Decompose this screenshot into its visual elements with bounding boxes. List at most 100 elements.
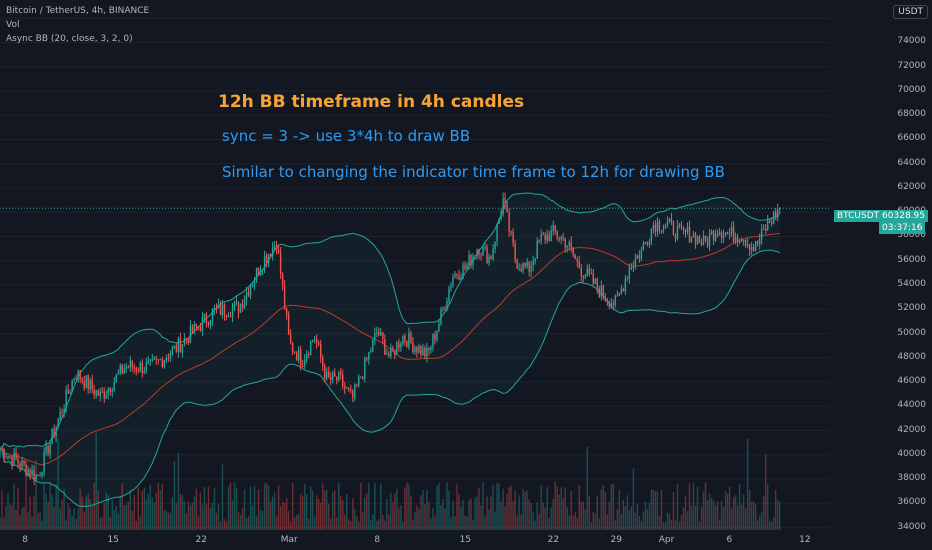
volume-bar xyxy=(460,506,462,530)
candle-body xyxy=(650,228,653,242)
volume-bar xyxy=(281,501,284,530)
candle-body xyxy=(183,338,186,345)
candle-body xyxy=(472,256,474,265)
volume-bar xyxy=(239,515,242,530)
volume-bar xyxy=(145,499,148,530)
candle-body xyxy=(600,285,603,297)
volume-bar xyxy=(43,484,45,530)
volume-bar xyxy=(107,495,109,530)
candle-body xyxy=(203,313,206,318)
volume-legend[interactable]: Vol xyxy=(6,20,20,30)
candle-body xyxy=(201,317,204,331)
volume-bar xyxy=(263,483,266,530)
volume-bar xyxy=(159,490,162,530)
volume-bar xyxy=(307,518,310,530)
candle-body xyxy=(752,247,755,251)
candle-body xyxy=(560,237,562,240)
candle-body xyxy=(311,340,314,342)
candle-body xyxy=(133,367,135,369)
volume-bar xyxy=(47,501,49,530)
candle-body xyxy=(546,234,548,241)
volume-bar xyxy=(642,511,645,530)
candle-body xyxy=(245,292,248,300)
indicator-legend[interactable]: Async BB (20, close, 3, 2, 0) xyxy=(6,34,133,44)
candle-body xyxy=(380,332,382,336)
candle-body xyxy=(436,330,438,340)
volume-bar xyxy=(488,509,490,530)
candle-body xyxy=(514,243,516,260)
candle-body xyxy=(652,225,655,229)
volume-bar xyxy=(131,510,133,530)
volume-bar xyxy=(636,503,639,530)
volume-bar xyxy=(317,498,320,530)
candle-body xyxy=(384,339,386,355)
volume-bar xyxy=(65,520,67,530)
candle-body xyxy=(438,323,440,331)
candle-body xyxy=(686,226,689,233)
volume-bar xyxy=(562,498,564,530)
candle-body xyxy=(243,299,246,308)
candle-body xyxy=(165,357,168,361)
candle-body xyxy=(73,378,75,381)
candle-body xyxy=(704,235,707,241)
volume-bar xyxy=(171,497,174,530)
candle-body xyxy=(0,448,1,453)
volume-bar xyxy=(59,508,61,530)
candle-body xyxy=(728,232,731,234)
candle-body xyxy=(47,445,49,455)
volume-bar xyxy=(211,502,214,530)
volume-bar xyxy=(344,514,346,530)
candle-body xyxy=(35,474,37,480)
volume-bar xyxy=(356,515,358,530)
price-tick: 74000 xyxy=(897,36,926,47)
candle-body xyxy=(462,265,464,278)
candle-body xyxy=(259,270,262,276)
time-tick: 6 xyxy=(726,535,733,545)
candle-body xyxy=(502,198,504,214)
volume-bar xyxy=(436,485,438,530)
volume-bar xyxy=(121,483,123,530)
volume-bar xyxy=(518,495,520,530)
symbol-legend[interactable]: Bitcoin / TetherUS, 4h, BINANCE xyxy=(6,6,150,16)
volume-bar xyxy=(163,510,166,530)
volume-bar xyxy=(698,521,701,530)
volume-bar xyxy=(213,487,216,530)
currency-button[interactable]: USDT xyxy=(893,5,928,19)
candle-body xyxy=(115,374,117,382)
price-tick: 42000 xyxy=(897,424,926,435)
candle-body xyxy=(43,451,45,473)
candle-body xyxy=(169,354,172,359)
volume-bar xyxy=(105,492,107,530)
volume-bar xyxy=(660,489,663,530)
candle-body xyxy=(173,345,176,348)
volume-bar xyxy=(564,487,566,530)
candle-body xyxy=(478,249,480,256)
candle-body xyxy=(666,222,669,226)
volume-bar xyxy=(404,487,406,530)
candle-body xyxy=(317,343,320,345)
volume-bar xyxy=(348,519,350,530)
volume-bar xyxy=(283,502,286,530)
volume-bar xyxy=(115,506,117,530)
volume-bar xyxy=(586,446,588,530)
volume-bar xyxy=(414,511,416,530)
candle-body xyxy=(516,259,518,269)
candle-body xyxy=(155,358,158,360)
volume-bar xyxy=(277,485,280,530)
volume-bar xyxy=(722,506,725,530)
volume-bar xyxy=(358,521,360,530)
candle-body xyxy=(526,261,528,267)
bollinger-bands xyxy=(0,192,781,508)
candle-body xyxy=(766,220,769,231)
candle-body xyxy=(167,357,170,359)
candle-body xyxy=(576,258,578,262)
candle-body xyxy=(456,273,458,276)
volume-bar xyxy=(434,516,436,530)
candle-body xyxy=(59,411,61,420)
volume-bar xyxy=(400,505,402,530)
volume-bar xyxy=(376,520,378,530)
candle-body xyxy=(556,232,558,239)
candle-body xyxy=(271,247,274,257)
candle-body xyxy=(153,358,156,360)
